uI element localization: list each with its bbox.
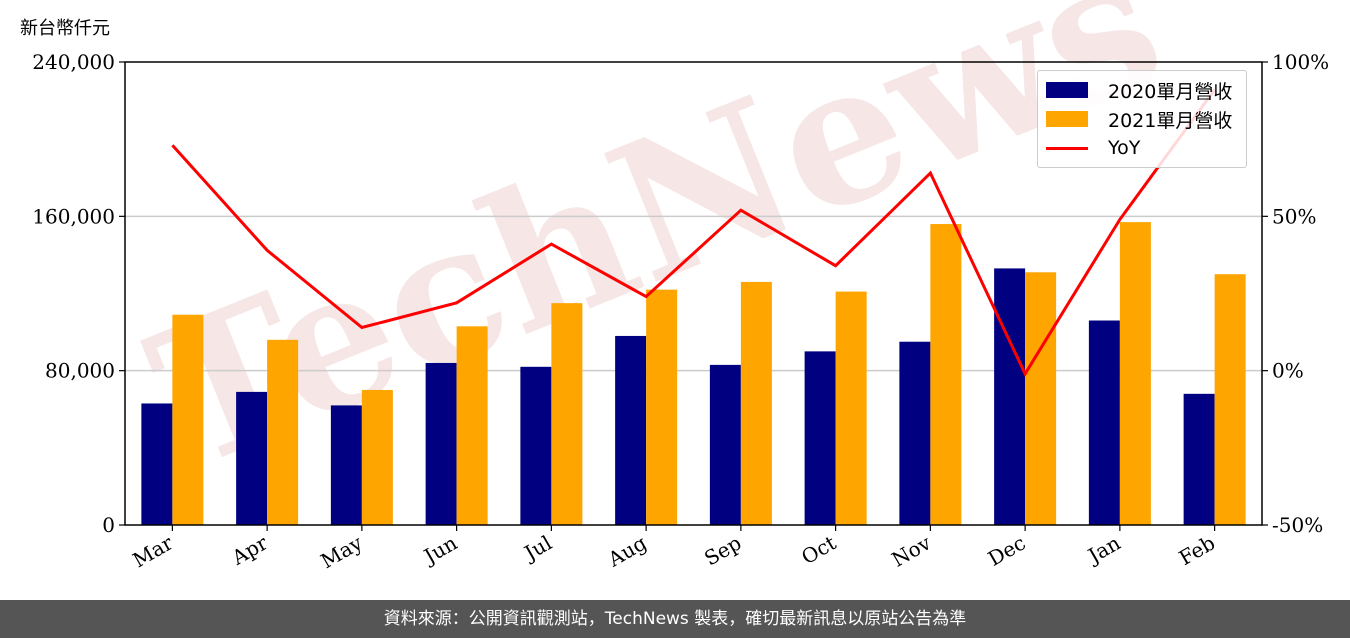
chart: TechNews 0 80,000 160,000 240,000 -50% 0% 50% 1… (32, 0, 1329, 573)
bar-2021 (835, 291, 867, 525)
x-tick-label: Nov (888, 530, 936, 572)
y-tick-label: 0 (102, 513, 115, 537)
y2-tick-label: 50% (1272, 204, 1316, 228)
bar-2020 (520, 366, 552, 525)
unit-label: 新台幣仟元 (20, 18, 110, 39)
bar-2021 (172, 314, 204, 525)
footer-source-note: 資料來源：公開資訊觀測站，TechNews 製表，確切最新訊息以原站公告為準 (0, 600, 1350, 638)
bar-2021 (361, 389, 393, 525)
bar-2021 (267, 339, 299, 525)
x-tick-label: Oct (797, 531, 840, 570)
bar-2021 (1119, 222, 1151, 525)
bar-2020 (141, 403, 173, 525)
legend-swatch-2020 (1046, 82, 1088, 98)
bar-2020 (709, 364, 741, 525)
y2-tick-label: 100% (1272, 50, 1329, 74)
bar-2021 (551, 303, 583, 525)
x-tick-label: May (317, 530, 367, 573)
bar-2021 (740, 281, 772, 525)
legend-item-2021: 2021單月營收 (1046, 106, 1232, 132)
bar-2020 (615, 335, 647, 525)
x-tick-label: Jun (418, 530, 461, 569)
x-tick-label: Jul (519, 531, 556, 566)
bar-2021 (456, 326, 488, 525)
bar-2020 (236, 391, 268, 525)
chart-svg: TechNews 080,000160,000240,000-50%0%50%1… (32, 0, 1329, 573)
bar-2021 (1025, 272, 1057, 525)
y-tick-label: 160,000 (32, 204, 115, 228)
x-tick-label: Dec (984, 531, 1030, 571)
y-tick-label: 240,000 (32, 50, 115, 74)
bar-2020 (804, 351, 836, 525)
legend-swatch-yoy (1046, 146, 1088, 150)
x-tick-label: Aug (603, 530, 651, 571)
bar-2020 (1088, 320, 1120, 525)
legend-item-yoy: YoY (1046, 135, 1140, 161)
y2-tick-label: 0% (1272, 359, 1304, 383)
x-tick-label: Sep (700, 531, 745, 571)
bar-2020 (330, 405, 362, 525)
legend-label-2020: 2020單月營收 (1108, 80, 1233, 103)
y2-tick-label: -50% (1272, 513, 1323, 537)
bar-2020 (425, 362, 457, 525)
x-tick-label: Apr (227, 530, 272, 570)
bar-2020 (994, 268, 1026, 525)
x-tick-label: Jan (1082, 530, 1124, 568)
yoy-line-layer (171, 88, 1216, 377)
bars (141, 222, 1246, 526)
bar-2020 (899, 341, 931, 525)
bar-2020 (1183, 393, 1215, 525)
plot-frame (124, 61, 1263, 526)
grid-lines (125, 215, 1262, 372)
bar-2021 (1214, 274, 1246, 525)
y-tick-label: 80,000 (45, 359, 115, 383)
legend-label-yoy: YoY (1108, 137, 1141, 159)
bar-2021 (646, 289, 678, 525)
legend: 2020單月營收 2021單月營收 YoY (1037, 70, 1247, 168)
bar-2021 (930, 224, 962, 526)
legend-label-2021: 2021單月營收 (1108, 109, 1233, 132)
legend-swatch-2021 (1046, 111, 1088, 127)
legend-item-2020: 2020單月營收 (1046, 77, 1232, 103)
x-tick-label: Mar (129, 530, 178, 572)
x-tick-label: Feb (1175, 531, 1219, 570)
yoy-line (171, 88, 1216, 377)
